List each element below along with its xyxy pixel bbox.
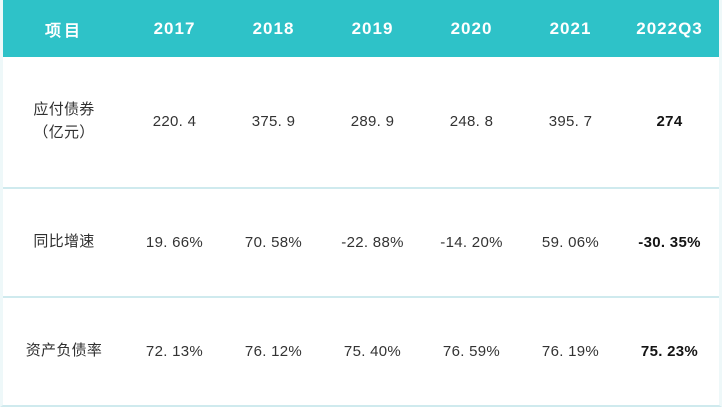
data-cell: 76. 59%: [442, 342, 501, 360]
data-cell: -14. 20%: [440, 233, 503, 251]
data-cell: 75. 40%: [343, 342, 402, 360]
data-cell: 70. 58%: [244, 233, 303, 251]
data-cell: 76. 12%: [244, 342, 303, 360]
data-cell: 248. 8: [449, 113, 494, 131]
header-cell-2020: 2020: [450, 18, 493, 38]
header-cell-2021: 2021: [549, 18, 592, 38]
data-cell: 72. 13%: [145, 342, 204, 360]
data-cell: 59. 06%: [541, 233, 600, 251]
header-cell-2017: 2017: [153, 18, 196, 38]
header-cell-2019: 2019: [351, 18, 394, 38]
header-cell-2022q3: 2022Q3: [636, 18, 703, 38]
data-cell: 19. 66%: [145, 233, 204, 251]
row-label: 同比增速: [33, 233, 95, 250]
row-label: 资产负债率: [25, 342, 103, 360]
data-cell: 75. 23%: [640, 342, 699, 360]
table-row-debt-ratio: 资产负债率 72. 13% 76. 12% 75. 40% 76. 59% 76…: [3, 295, 719, 405]
data-cell: 274: [656, 113, 683, 131]
row-label: 应付债券 （亿元）: [33, 101, 95, 141]
table-row-bonds-payable: 应付债券 （亿元） 220. 4 375. 9 289. 9 248. 8 39…: [3, 57, 719, 187]
table-row-yoy-growth: 同比增速 19. 66% 70. 58% -22. 88% -14. 20% 5…: [3, 186, 719, 296]
table-header-row: 项目 2017 2018 2019 2020 2021 2022Q3: [3, 0, 719, 57]
data-cell: 220. 4: [152, 113, 197, 131]
header-cell-2018: 2018: [252, 18, 295, 38]
data-cell: -30. 35%: [638, 233, 701, 251]
header-cell-item: 项目: [44, 22, 83, 40]
data-cell: -22. 88%: [341, 233, 404, 251]
data-cell: 289. 9: [350, 113, 395, 131]
data-cell: 395. 7: [548, 113, 593, 131]
data-cell: 76. 19%: [541, 342, 600, 360]
data-cell: 375. 9: [251, 113, 296, 131]
